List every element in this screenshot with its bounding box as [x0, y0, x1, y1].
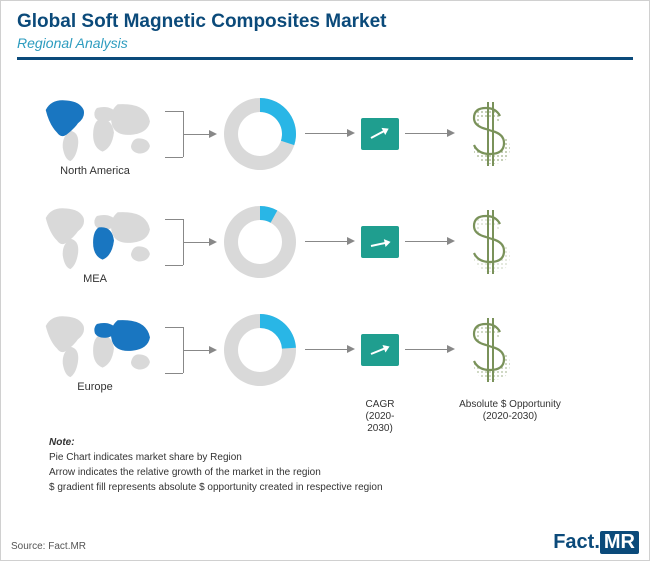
- region-label: North America: [25, 165, 165, 177]
- dollar-opportunity-icon: [455, 314, 525, 386]
- cagr-indicator: [355, 118, 405, 150]
- dollar-opportunity-icon: [455, 206, 525, 278]
- region-row: North America: [25, 80, 625, 188]
- connector-bracket: [165, 315, 215, 385]
- connector-line: [305, 133, 355, 135]
- connector-line: [405, 349, 455, 351]
- region-rows: North America MEA: [1, 66, 649, 404]
- column-labels: CAGR(2020-2030) Absolute $ Opportunity(2…: [25, 399, 627, 435]
- dollar-column-label: Absolute $ Opportunity(2020-2030): [455, 399, 565, 435]
- header-rule: [17, 57, 633, 60]
- connector-line: [405, 241, 455, 243]
- source-label: Source: Fact.MR: [11, 541, 86, 552]
- region-map: MEA: [25, 199, 165, 285]
- cagr-column-label: CAGR(2020-2030): [355, 399, 405, 435]
- cagr-indicator: [355, 334, 405, 366]
- connector-line: [405, 133, 455, 135]
- dollar-opportunity-icon: [455, 98, 525, 170]
- header-block: Global Soft Magnetic Composites Market R…: [1, 1, 649, 66]
- factmr-logo: Fact.MR: [553, 531, 639, 554]
- note-title: Note:: [49, 435, 383, 450]
- connector-bracket: [165, 99, 215, 169]
- cagr-indicator: [355, 226, 405, 258]
- note-line-1: Pie Chart indicates market share by Regi…: [49, 450, 383, 465]
- market-share-donut: [215, 312, 305, 388]
- note-block: Note: Pie Chart indicates market share b…: [49, 435, 383, 495]
- region-row: Europe: [25, 296, 625, 404]
- connector-line: [305, 241, 355, 243]
- connector-line: [305, 349, 355, 351]
- page-title: Global Soft Magnetic Composites Market: [17, 11, 633, 33]
- market-share-donut: [215, 96, 305, 172]
- region-label: Europe: [25, 381, 165, 393]
- region-map: Europe: [25, 307, 165, 393]
- region-label: MEA: [25, 273, 165, 285]
- note-line-2: Arrow indicates the relative growth of t…: [49, 465, 383, 480]
- region-map: North America: [25, 91, 165, 177]
- page-subtitle: Regional Analysis: [17, 35, 633, 51]
- region-row: MEA: [25, 188, 625, 296]
- note-line-3: $ gradient fill represents absolute $ op…: [49, 480, 383, 495]
- market-share-donut: [215, 204, 305, 280]
- connector-bracket: [165, 207, 215, 277]
